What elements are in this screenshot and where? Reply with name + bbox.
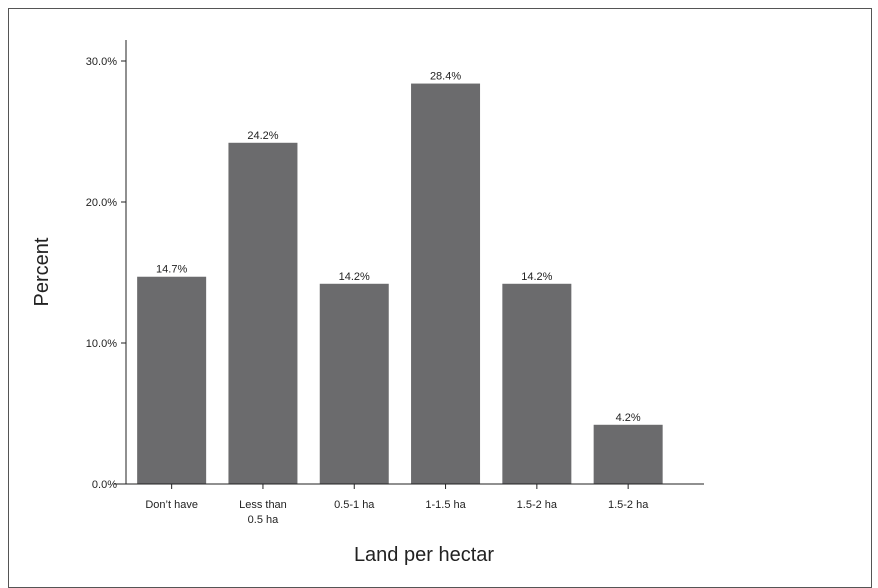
x-tick-label: 1-1.5 ha [425,499,466,511]
bar-chart: 0.0% 10.0% 20.0% 30.0% 14.7% 24.2% 14.2% 28.4%… [31,40,704,566]
x-axis-title: Land per hectar [354,544,494,566]
x-tick-label: 1.5-2 ha [608,499,649,511]
bar [137,276,207,484]
x-tick-label: Don’t have [145,499,198,511]
bar [411,83,481,484]
x-tick-label-line: 1.5-2 ha [608,499,649,511]
x-axis: Don’t have Less than 0.5 ha 0.5-1 ha 1-1.5 h… [114,483,704,526]
bar-value-label: 14.7% [156,264,187,276]
bar [502,283,572,484]
bar-value-label: 4.2% [616,412,641,424]
x-tick-label-line: 0.5 ha [248,514,279,526]
bar-value-label: 24.2% [247,130,278,142]
x-tick-label-line: Don’t have [145,499,198,511]
bar-value-label: 28.4% [430,71,461,83]
bar-value-label: 14.2% [339,271,370,283]
x-tick-label-line: 0.5-1 ha [334,499,375,511]
bar [593,424,663,484]
bars: 14.7% 24.2% 14.2% 28.4% 14.2% 4.2% [137,71,663,484]
bar [319,283,389,484]
x-tick-label: 1.5-2 ha [517,499,558,511]
x-tick-label: Less than 0.5 ha [239,499,287,526]
y-axis-title: Percent [31,237,53,306]
x-tick-label-line: 1-1.5 ha [425,499,466,511]
x-tick-label-line: Less than [239,499,287,511]
bar [228,142,298,484]
y-tick-label: 20.0% [86,197,117,209]
y-axis: 0.0% 10.0% 20.0% 30.0% [86,40,127,491]
y-tick-label: 0.0% [92,479,117,491]
x-tick-label: 0.5-1 ha [334,499,375,511]
bar-value-label: 14.2% [521,271,552,283]
x-tick-label-line: 1.5-2 ha [517,499,558,511]
y-tick-label: 10.0% [86,338,117,350]
y-tick-label: 30.0% [86,56,117,68]
